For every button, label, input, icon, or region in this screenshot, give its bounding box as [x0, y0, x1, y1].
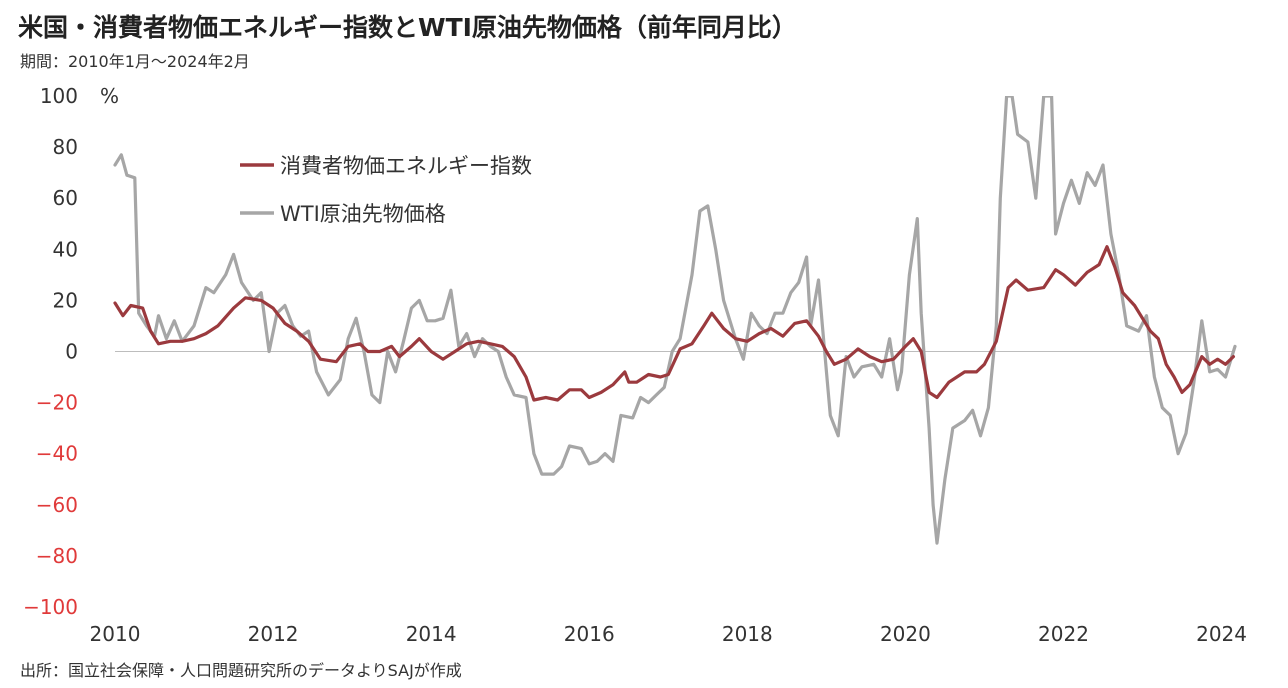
y-axis-ticks: 100 80 60 40 20 0 −20 −40 −60 −80 −100% — [23, 84, 119, 619]
y-unit-label: % — [100, 84, 119, 108]
source-note: 出所：国立社会保障・人口問題研究所のデータよりSAJが作成 — [20, 661, 462, 680]
y-tick-label: 100 — [40, 84, 78, 108]
x-tick-label: 2018 — [722, 622, 773, 646]
y-tick-label: 80 — [53, 135, 78, 159]
x-tick-label: 2022 — [1038, 622, 1089, 646]
y-tick-label: −100 — [23, 595, 78, 619]
series-line-cpi-energy — [113, 245, 1236, 402]
series-line-wti — [113, 96, 1237, 545]
x-tick-label: 2014 — [406, 622, 457, 646]
y-tick-label: −40 — [36, 442, 78, 466]
x-axis-ticks: 2010 2012 2014 2016 2018 2020 2022 2024 — [90, 622, 1247, 646]
x-tick-label: 2016 — [564, 622, 615, 646]
y-tick-label: 20 — [53, 288, 78, 312]
y-tick-label: 0 — [65, 340, 78, 364]
x-tick-label: 2024 — [1196, 622, 1247, 646]
y-tick-label: 40 — [53, 237, 78, 261]
y-tick-label: −20 — [36, 391, 78, 415]
y-tick-label: −60 — [36, 493, 78, 517]
chart-title: 米国・消費者物価エネルギー指数とWTI原油先物価格（前年同月比） — [18, 13, 797, 42]
x-tick-label: 2020 — [880, 622, 931, 646]
legend: 消費者物価エネルギー指数 WTI原油先物価格 — [240, 154, 532, 226]
chart-period-subtitle: 期間：2010年1月～2024年2月 — [20, 52, 250, 71]
y-tick-label: −80 — [36, 544, 78, 568]
legend-label: 消費者物価エネルギー指数 — [280, 154, 532, 178]
x-tick-label: 2012 — [248, 622, 299, 646]
y-tick-label: 60 — [53, 186, 78, 210]
x-tick-label: 2010 — [90, 622, 141, 646]
series-layer — [113, 96, 1237, 545]
legend-label: WTI原油先物価格 — [280, 202, 446, 226]
